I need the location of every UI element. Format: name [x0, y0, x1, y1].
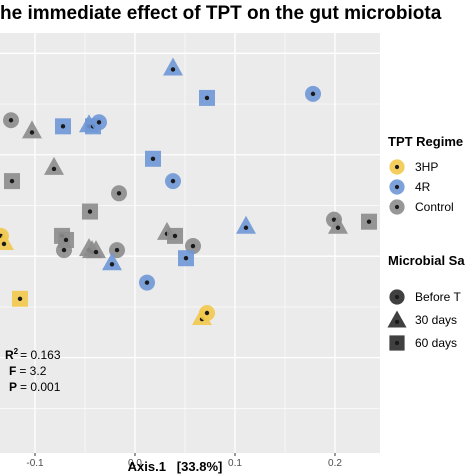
legend-key-before-t: [389, 289, 405, 305]
chart-title: he immediate effect of TPT on the gut mi…: [0, 3, 442, 24]
legend-title-color: TPT Regime: [388, 134, 463, 149]
point-4r-triangle: [102, 252, 122, 271]
legend-title-shape: Microbial Sa: [388, 253, 465, 268]
point-4r-circle: [91, 114, 107, 131]
x-axis-ticks: -0.1 0.0 0.1 0.2: [26, 453, 342, 469]
point-4r-square: [199, 89, 215, 106]
legend-label: 4R: [415, 180, 431, 194]
legend-label: Before T: [415, 290, 461, 304]
point-control-square: [4, 173, 20, 190]
legend-key-30-days: [387, 310, 407, 328]
x-tick-label: 0.1: [228, 458, 242, 469]
point-control-triangle: [328, 215, 348, 234]
legend-label: 60 days: [415, 336, 457, 350]
point-4r-triangle: [236, 215, 256, 234]
x-tick-label: 0.0: [128, 458, 142, 469]
legend-label: Control: [415, 200, 454, 214]
point-control-square: [361, 213, 377, 230]
point-control-square: [167, 227, 183, 244]
point-4r-circle: [139, 274, 155, 291]
point-control-circle: [185, 238, 201, 255]
point-control-circle: [3, 112, 19, 129]
legend-key-4r: [389, 179, 405, 195]
legend: TPT Regime 3HP 4R Control Microbial Sa Before…: [387, 134, 465, 351]
x-axis-label: Axis.1 [33.8%]: [128, 459, 223, 474]
point-control-circle: [56, 242, 72, 259]
x-tick-label: 0.2: [328, 458, 342, 469]
point-4r-square: [55, 118, 71, 135]
point-4r-circle: [305, 85, 321, 102]
point-3hp-circle: [199, 305, 215, 321]
legend-key-control: [389, 199, 405, 215]
x-tick-label: -0.1: [26, 458, 44, 469]
legend-label: 3HP: [415, 160, 438, 174]
point-control-circle: [111, 185, 127, 202]
stat-p: P = 0.001: [9, 380, 61, 394]
point-control-triangle: [86, 240, 106, 259]
stats-annotation: R2 = 0.163 F = 3.2 P = 0.001: [5, 347, 61, 394]
legend-key-3hp: [389, 159, 405, 175]
point-4r-circle: [165, 173, 181, 190]
point-4r-triangle: [163, 57, 183, 76]
data-points: [0, 57, 377, 326]
point-4r-square: [145, 150, 161, 167]
point-control-triangle: [22, 120, 42, 139]
point-3hp-triangle: [0, 231, 14, 250]
point-4r-square: [178, 250, 194, 267]
legend-label: 30 days: [415, 313, 457, 327]
point-control-square: [82, 203, 98, 220]
stat-r: R2 = 0.163: [5, 347, 61, 362]
point-control-triangle: [44, 156, 64, 175]
point-3hp-square: [12, 290, 28, 307]
legend-key-60-days: [389, 335, 405, 351]
stat-f: F = 3.2: [9, 364, 47, 378]
